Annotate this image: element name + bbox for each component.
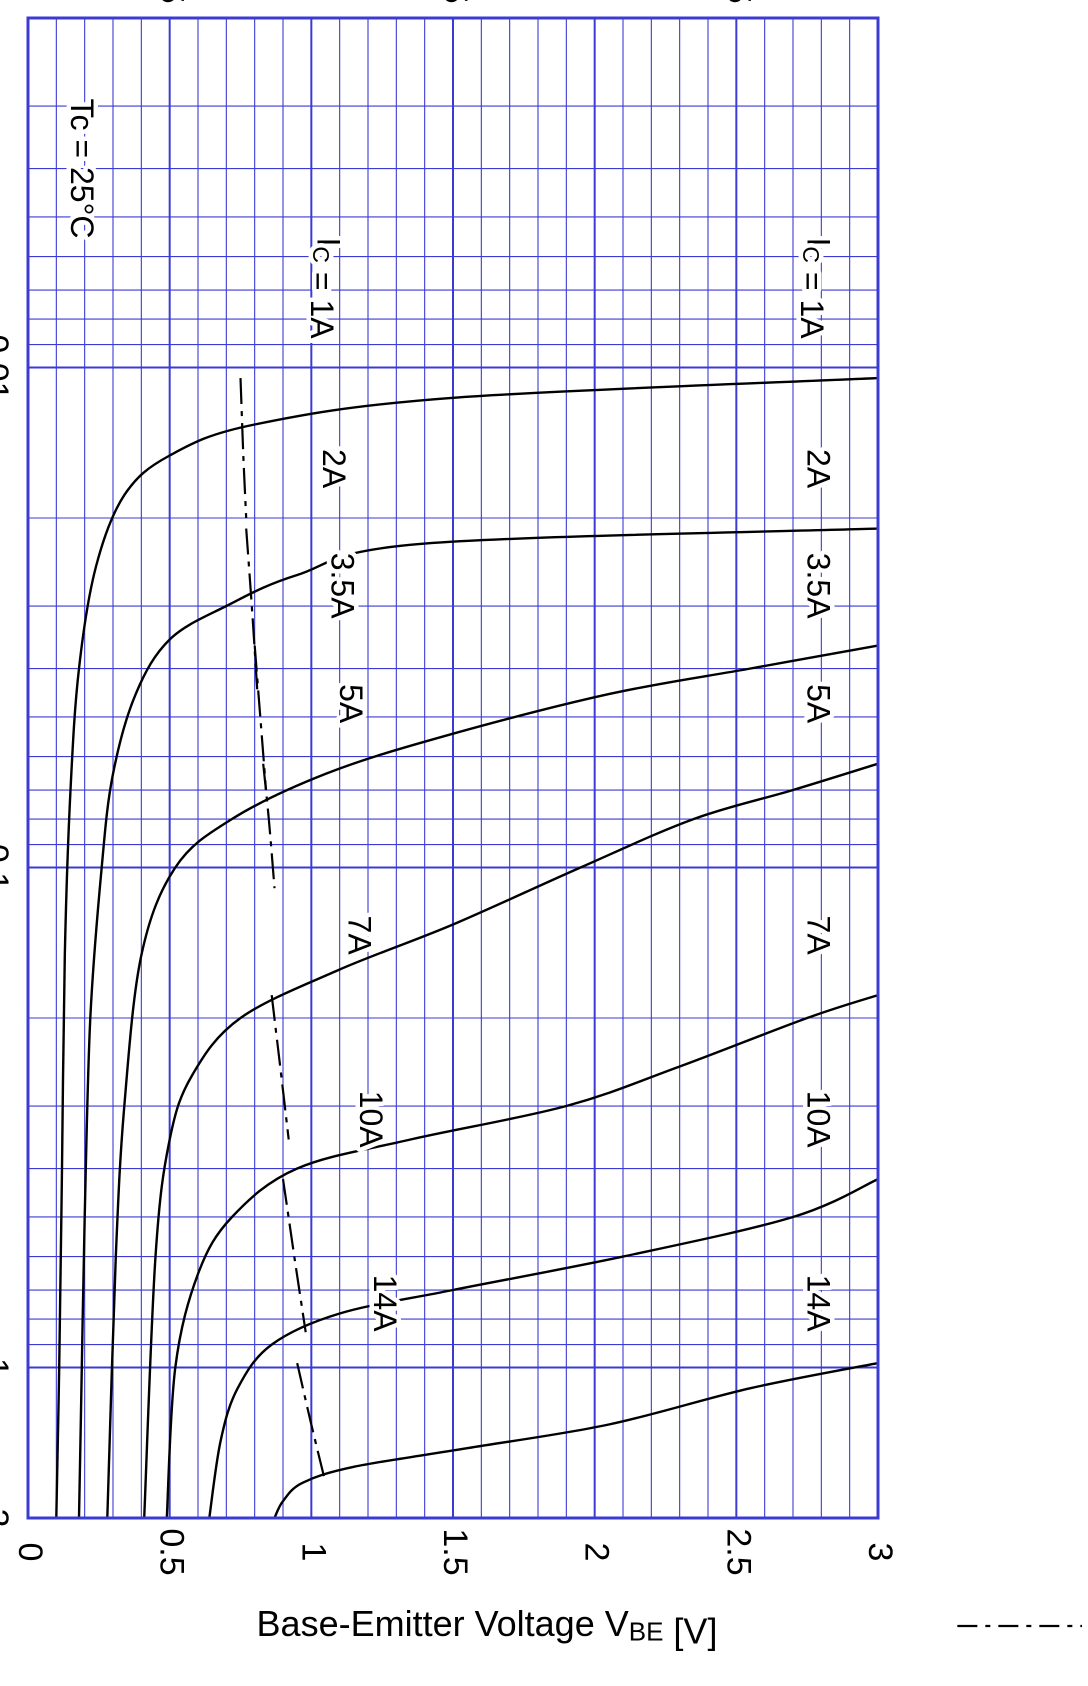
text-part: 0.01 <box>0 334 15 400</box>
text-part: I <box>800 238 836 247</box>
vbe-axis-title: Base-Emitter Voltage VBE [V] <box>257 1603 718 1651</box>
text-part: 10A <box>800 1091 836 1149</box>
ic-label-vbe-10A: 10A <box>353 1091 389 1149</box>
text-part: I <box>310 238 346 247</box>
x-tick-label: 1 <box>0 1358 15 1377</box>
subscript: C <box>308 246 334 263</box>
text-part: 2A <box>800 449 836 489</box>
text-part: 2 <box>0 1509 15 1528</box>
text-part: 1 <box>294 1543 332 1562</box>
text-part: 0 <box>11 1543 49 1562</box>
subscript: BE <box>629 1616 664 1646</box>
text-part: 0.5 <box>153 0 191 4</box>
subscript: C <box>798 246 824 263</box>
vbe-curve-1A <box>239 378 248 519</box>
text-part: 2 <box>578 1543 616 1562</box>
vce-curve-5A <box>143 762 879 1519</box>
text-part: 1 <box>0 1358 15 1377</box>
vce-tick-label: 0.5 <box>153 0 191 4</box>
vbe-curve-3.5A <box>253 645 268 791</box>
ic-label-top-3.5A: 3.5A <box>800 553 836 619</box>
vce-curve-7A <box>165 993 879 1519</box>
text-part: 2.5 <box>719 1528 757 1575</box>
ic-label-top-2A: 2A <box>800 449 836 489</box>
x-tick-label: 2 <box>0 1509 15 1528</box>
vbe-curve-7A <box>270 994 290 1140</box>
vbe-curve-2A <box>245 528 259 695</box>
vce-tick-label: 2.5 <box>719 0 757 4</box>
plot-frame <box>26 16 880 1520</box>
vbe-tick-label: 1 <box>294 1543 332 1562</box>
vbe-tick-label: 0 <box>11 1543 49 1562</box>
ic-label-vbe-5A: 5A <box>333 684 369 724</box>
text-part: = 1A <box>794 263 830 339</box>
ic-label-top-5A: 5A <box>800 684 836 724</box>
text-part: 7A <box>341 916 377 956</box>
vce-curve-3.5A <box>106 644 879 1519</box>
ic-label-top-1A: IC = 1A <box>794 238 836 340</box>
text-part: = 25°C <box>64 131 100 239</box>
vbe-tick-label: 3 <box>861 1543 899 1562</box>
text-part: 10A <box>353 1091 389 1149</box>
major-grid <box>27 18 879 1518</box>
text-part: 3.5A <box>324 553 360 619</box>
text-part: 5A <box>800 684 836 724</box>
text-part: Tc <box>64 99 100 131</box>
vbe-curves <box>239 378 327 1483</box>
vce-curve-14A <box>273 1361 879 1519</box>
text-part: 7A <box>800 916 836 956</box>
vbe-curve-5A <box>262 763 276 889</box>
vce-curve-10A <box>208 1178 879 1519</box>
text-part: 0.1 <box>0 844 15 891</box>
x-tick-label: 0.01 <box>0 334 15 400</box>
ic-label-vbe-14A: 14A <box>367 1275 403 1333</box>
ic-label-top-14A: 14A <box>800 1275 836 1333</box>
vbe-curve-10A <box>281 1178 307 1333</box>
text-part: 3.5A <box>800 553 836 619</box>
vce-curve-2A <box>77 527 879 1519</box>
temperature-annotation: Tc = 25°C <box>64 99 100 239</box>
vce-tick-label: 1.5 <box>436 0 474 4</box>
vce-curves <box>55 376 879 1519</box>
vbe-tick-label: 2.5 <box>719 1528 757 1575</box>
text-part: 14A <box>800 1275 836 1333</box>
ic-label-top-7A: 7A <box>800 916 836 956</box>
x-tick-label: 0.1 <box>0 844 15 891</box>
ic-label-top-10A: 10A <box>800 1091 836 1149</box>
vbe-tick-label: 0.5 <box>153 1528 191 1575</box>
plot-border <box>26 16 880 1520</box>
text-part: 0.5 <box>153 1528 191 1575</box>
text-part: [V] <box>663 1610 717 1651</box>
ic-label-vbe-2A: 2A <box>316 449 352 489</box>
text-part: Base-Emitter Voltage V <box>257 1603 629 1644</box>
ic-label-vbe-7A: 7A <box>341 916 377 956</box>
text-part: 2.5 <box>719 0 757 4</box>
text-part: 2A <box>316 449 352 489</box>
vce-curve-1A <box>55 376 879 1519</box>
text-part: 5A <box>333 684 369 724</box>
text-part: = 1A <box>304 263 340 339</box>
text-part: 1.5 <box>436 0 474 4</box>
vbe-tick-label: 1.5 <box>436 1528 474 1575</box>
text-part: 1.5 <box>436 1528 474 1575</box>
text-part: 14A <box>367 1275 403 1333</box>
text-part: 3 <box>861 1543 899 1562</box>
vbe-tick-label: 2 <box>578 1543 616 1562</box>
ic-label-vbe-3.5A: 3.5A <box>324 553 360 619</box>
vbe-curve-14A <box>296 1362 327 1483</box>
